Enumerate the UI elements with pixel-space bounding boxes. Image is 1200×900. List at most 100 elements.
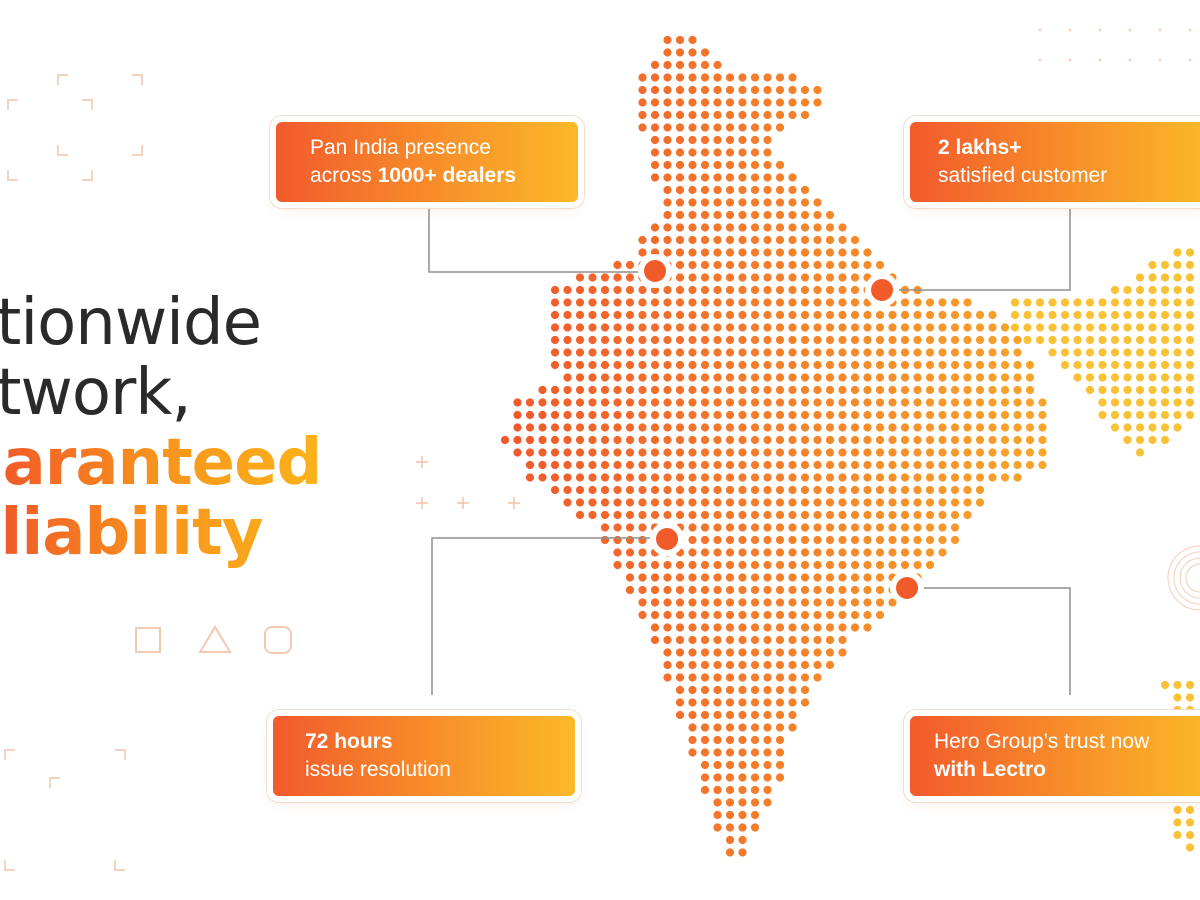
map-dot — [750, 685, 760, 695]
map-dot — [563, 448, 572, 457]
map-dot — [700, 460, 710, 470]
map-dot — [900, 548, 910, 557]
map-dot — [713, 460, 722, 470]
map-dot — [538, 448, 547, 457]
map-dot — [688, 510, 697, 520]
map-dot — [738, 598, 747, 607]
corner-bracket-icon — [4, 749, 126, 871]
map-dot — [775, 498, 785, 507]
map-dot — [750, 648, 760, 657]
map-dot — [813, 523, 822, 532]
map-dot — [650, 298, 660, 307]
map-dot — [1098, 385, 1107, 395]
map-dot — [863, 573, 872, 582]
map-dot — [788, 673, 797, 682]
map-dot — [625, 510, 635, 520]
map-dot — [613, 423, 622, 432]
map-dot — [1035, 335, 1045, 345]
map-dot — [750, 760, 760, 770]
map-dot — [588, 273, 597, 282]
map-dot — [1173, 248, 1182, 257]
map-dot — [725, 223, 735, 232]
map-dot — [738, 273, 747, 282]
map-dot — [875, 573, 885, 582]
map-dot — [863, 435, 872, 445]
map-dot — [750, 435, 760, 445]
map-dot — [588, 498, 597, 507]
map-dot — [575, 435, 585, 445]
map-dot — [588, 485, 597, 495]
map-dot — [713, 273, 722, 282]
map-dot — [900, 423, 910, 432]
map-dot — [613, 548, 622, 557]
map-dot — [675, 660, 685, 670]
map-dot — [775, 698, 785, 707]
map-dot — [788, 198, 797, 207]
dot-grid-decoration — [1038, 28, 1192, 62]
map-dot — [650, 73, 660, 82]
map-dot — [963, 448, 972, 457]
map-dot — [688, 123, 697, 132]
map-dot — [738, 160, 747, 170]
map-dot — [800, 448, 810, 457]
map-dot — [800, 210, 810, 220]
map-dot — [925, 335, 935, 345]
map-dot — [663, 485, 672, 495]
map-dot — [663, 423, 672, 432]
map-dot — [1123, 348, 1132, 357]
map-dot — [825, 335, 835, 345]
map-dot — [763, 773, 772, 782]
map-dot — [775, 735, 785, 745]
map-dot — [825, 523, 835, 532]
map-dot — [675, 398, 685, 407]
map-dot — [838, 473, 847, 482]
map-dot — [625, 285, 635, 295]
map-dot — [700, 648, 710, 657]
map-dot — [588, 473, 597, 482]
map-dot — [900, 535, 910, 545]
map-dot — [1173, 335, 1182, 345]
map-dot — [663, 73, 672, 82]
map-dot — [700, 510, 710, 520]
map-dot — [788, 723, 797, 732]
map-dot — [788, 210, 797, 220]
map-dot — [550, 485, 560, 495]
map-dot — [1148, 398, 1157, 407]
map-dot — [838, 548, 847, 557]
map-dot — [713, 235, 722, 245]
map-dot — [963, 435, 972, 445]
map-dot — [513, 423, 522, 432]
map-dot — [725, 785, 735, 795]
map-dot — [688, 485, 697, 495]
map-dot — [575, 410, 585, 420]
map-dot — [813, 323, 822, 332]
map-dot — [663, 60, 672, 70]
map-dot — [1185, 818, 1195, 827]
map-dot — [663, 85, 672, 95]
map-dot — [750, 798, 760, 807]
map-dot — [688, 473, 697, 482]
map-dot — [863, 360, 872, 370]
map-dot — [750, 623, 760, 632]
map-dot — [738, 835, 747, 845]
map-dot — [888, 335, 897, 345]
map-dot — [638, 510, 647, 520]
map-dot — [763, 510, 772, 520]
map-dot — [813, 610, 822, 620]
map-dot — [838, 260, 847, 270]
map-dot — [788, 310, 797, 320]
map-dot — [613, 323, 622, 332]
map-dot — [813, 423, 822, 432]
map-dot — [613, 398, 622, 407]
map-dot — [625, 373, 635, 382]
map-dot — [1173, 398, 1182, 407]
map-dot — [750, 123, 760, 132]
location-marker — [650, 522, 684, 556]
map-dot — [750, 235, 760, 245]
map-dot — [525, 460, 535, 470]
map-dot — [800, 373, 810, 382]
map-dot — [713, 210, 722, 220]
map-dot — [813, 585, 822, 595]
map-dot — [538, 398, 547, 407]
